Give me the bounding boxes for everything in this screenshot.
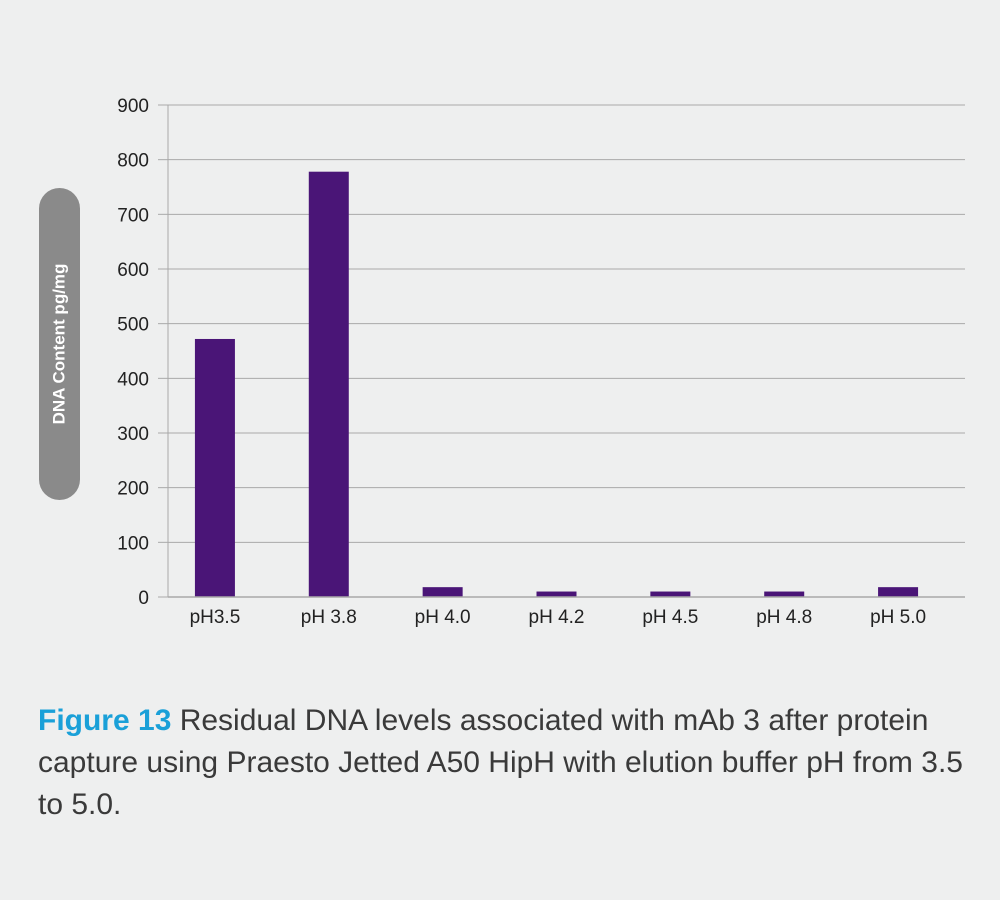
x-tick-label: pH 4.0: [415, 607, 471, 628]
y-tick-label: 500: [117, 315, 149, 336]
y-tick-label: 900: [117, 96, 149, 117]
y-axis-label-pill: [39, 188, 80, 500]
bar: [308, 171, 349, 597]
x-tick-label: pH 3.8: [301, 607, 357, 628]
bar: [764, 591, 805, 597]
x-tick-label: pH 5.0: [870, 607, 926, 628]
grid-lines: [168, 104, 965, 543]
figure-number: Figure 13: [38, 704, 172, 737]
x-tick-label: pH3.5: [190, 607, 241, 628]
caption-text: Residual DNA levels associated with mAb …: [38, 704, 963, 821]
y-tick-label: 700: [117, 205, 149, 226]
bar: [422, 587, 463, 597]
y-tick-label: 800: [117, 151, 149, 172]
bars: [194, 171, 919, 597]
bar: [878, 587, 919, 597]
y-tick-label: 200: [117, 479, 149, 500]
y-axis-label-text: DNA Content pg/mg: [49, 264, 68, 425]
y-tick-label: 400: [117, 369, 149, 390]
x-tick-label: pH 4.5: [642, 607, 698, 628]
bar: [194, 338, 235, 597]
bar: [650, 591, 691, 597]
figure-caption: Figure 13 Residual DNA levels associated…: [38, 700, 978, 826]
y-axis-label: DNA Content pg/mg: [39, 188, 80, 500]
x-tick-label: pH 4.2: [529, 607, 585, 628]
x-tick-label: pH 4.8: [756, 607, 812, 628]
y-tick-label: 600: [117, 260, 149, 281]
y-tick-label: 0: [138, 588, 149, 609]
bar: [536, 591, 577, 597]
bar-chart: 0 100 200 300 400 500 600 700 800 900 pH3.5 pH 3.8…: [39, 96, 965, 628]
y-tick-label: 100: [117, 533, 149, 554]
y-axis: 0 100 200 300 400 500 600 700 800 900: [117, 96, 169, 609]
x-axis: pH3.5 pH 3.8 pH 4.0 pH 4.2 pH 4.5 pH 4.8 pH 5.…: [168, 596, 965, 628]
y-tick-label: 300: [117, 424, 149, 445]
